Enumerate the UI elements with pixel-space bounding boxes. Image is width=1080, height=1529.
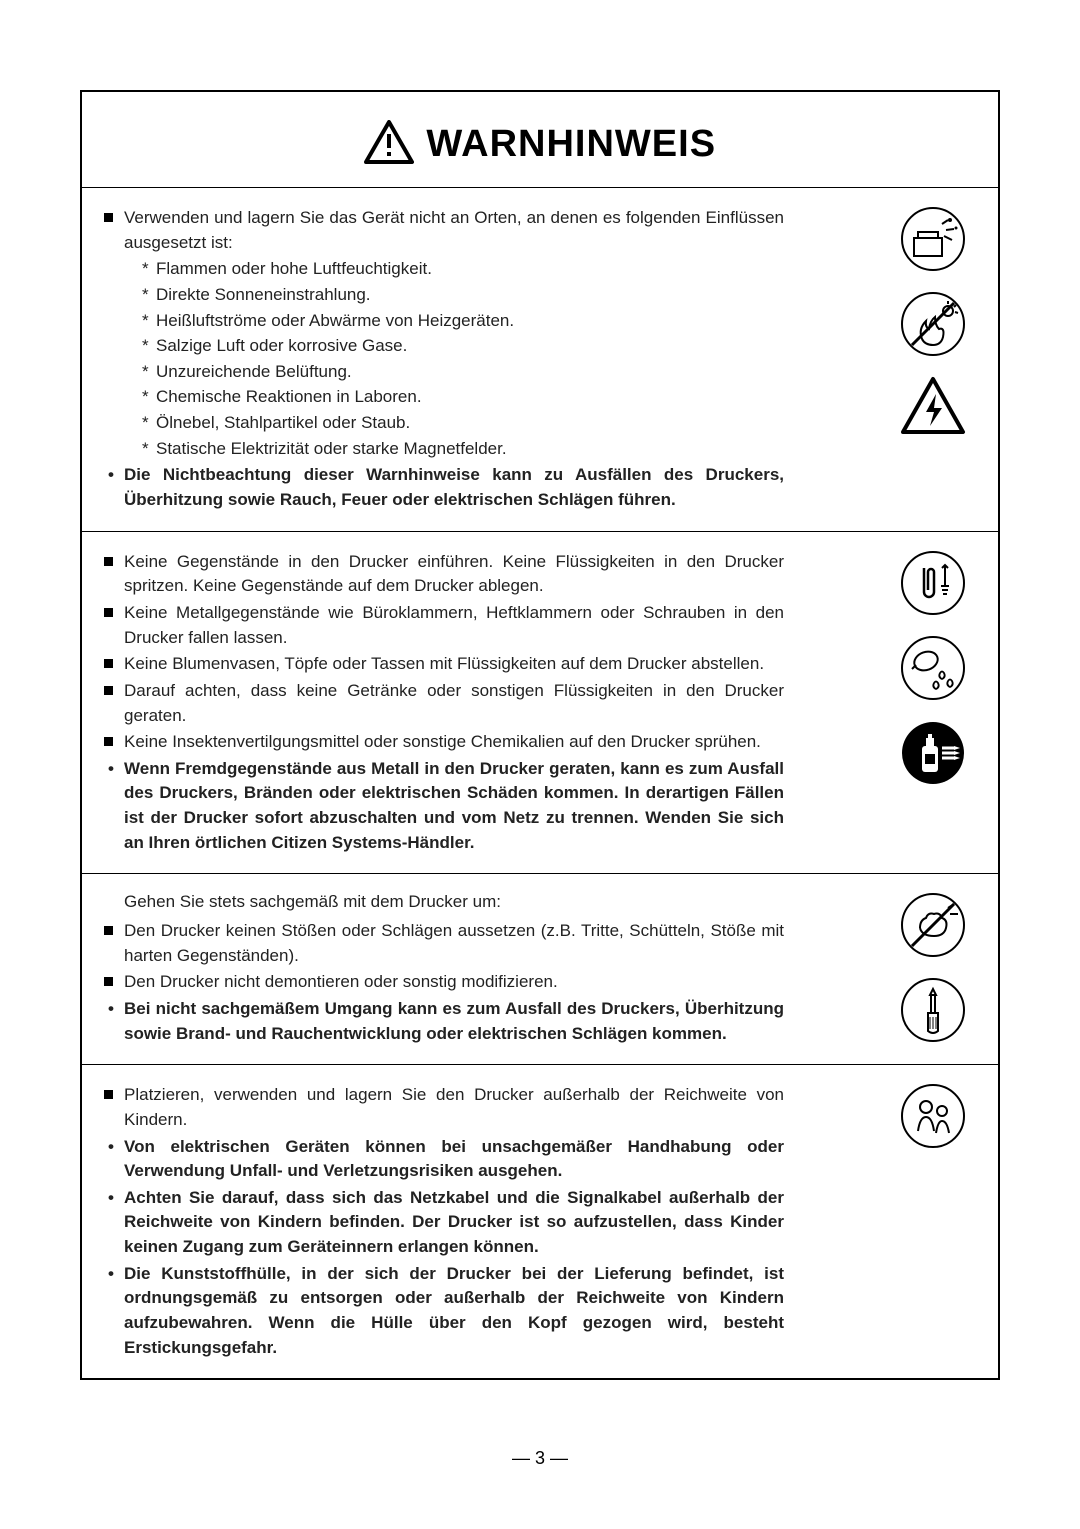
text: Heißluftströme oder Abwärme von Heizgerä…: [142, 309, 784, 334]
liquid-drops-icon: [900, 635, 980, 706]
warning-box: WARNHINWEIS Verwenden und lagern Sie das…: [80, 90, 1000, 1380]
warning-triangle-icon: [364, 120, 414, 169]
bold-text: Von elektrischen Geräten können bei unsa…: [104, 1135, 784, 1184]
device-spark-icon: [900, 206, 980, 277]
bold-text: Wenn Fremdgegenstände aus Metall in den …: [104, 757, 784, 856]
no-fire-sun-icon: [900, 291, 980, 362]
text: Darauf achten, dass keine Getränke oder …: [104, 679, 784, 728]
section-environment: Verwenden und lagern Sie das Gerät nicht…: [82, 187, 998, 531]
screwdriver-icon: [900, 977, 980, 1048]
text: Den Drucker nicht demontieren oder sonst…: [104, 970, 784, 995]
text: Keine Metallgegenstände wie Büroklammern…: [104, 601, 784, 650]
title: WARNHINWEIS: [426, 123, 716, 166]
lightning-warning-icon: [900, 376, 980, 441]
spray-can-icon: [900, 720, 980, 791]
text: Platzieren, verwenden und lagern Sie den…: [104, 1083, 784, 1132]
text: Gehen Sie stets sachgemäß mit dem Drucke…: [104, 890, 784, 915]
page: WARNHINWEIS Verwenden und lagern Sie das…: [0, 0, 1080, 1529]
star-list: Flammen oder hohe Luftfeuchtigkeit. Dire…: [104, 257, 784, 461]
bold-text: Bei nicht sachgemäßem Umgang kann es zum…: [104, 997, 784, 1046]
bold-text: Achten Sie darauf, dass sich das Netzkab…: [104, 1186, 784, 1260]
text: Direkte Sonneneinstrahlung.: [142, 283, 784, 308]
text: Unzureichende Belüftung.: [142, 360, 784, 385]
text: Keine Insektenvertilgungsmittel oder son…: [104, 730, 784, 755]
title-row: WARNHINWEIS: [82, 92, 998, 187]
page-number: — 3 —: [0, 1448, 1080, 1469]
text: Keine Blumenvasen, Töpfe oder Tassen mit…: [104, 652, 784, 677]
text: Keine Gegenstände in den Drucker einführ…: [104, 550, 784, 599]
children-icon: [900, 1083, 980, 1154]
text: Statische Elektrizität oder starke Magne…: [142, 437, 784, 462]
section-objects: Keine Gegenstände in den Drucker einführ…: [82, 531, 998, 874]
no-fist-icon: [900, 892, 980, 963]
text: Salzige Luft oder korrosive Gase.: [142, 334, 784, 359]
text: Flammen oder hohe Luftfeuchtigkeit.: [142, 257, 784, 282]
text: Chemische Reaktionen in Laboren.: [142, 385, 784, 410]
bold-text: Die Nichtbeachtung dieser Warnhinweise k…: [104, 463, 784, 512]
section-children: Platzieren, verwenden und lagern Sie den…: [82, 1064, 998, 1378]
bold-text: Die Kunststoffhülle, in der sich der Dru…: [104, 1262, 784, 1361]
text: Verwenden und lagern Sie das Gerät nicht…: [104, 206, 784, 255]
section-handling: Gehen Sie stets sachgemäß mit dem Drucke…: [82, 873, 998, 1064]
clip-screw-icon: [900, 550, 980, 621]
text: Den Drucker keinen Stößen oder Schlägen …: [104, 919, 784, 968]
text: Ölnebel, Stahlpartikel oder Staub.: [142, 411, 784, 436]
